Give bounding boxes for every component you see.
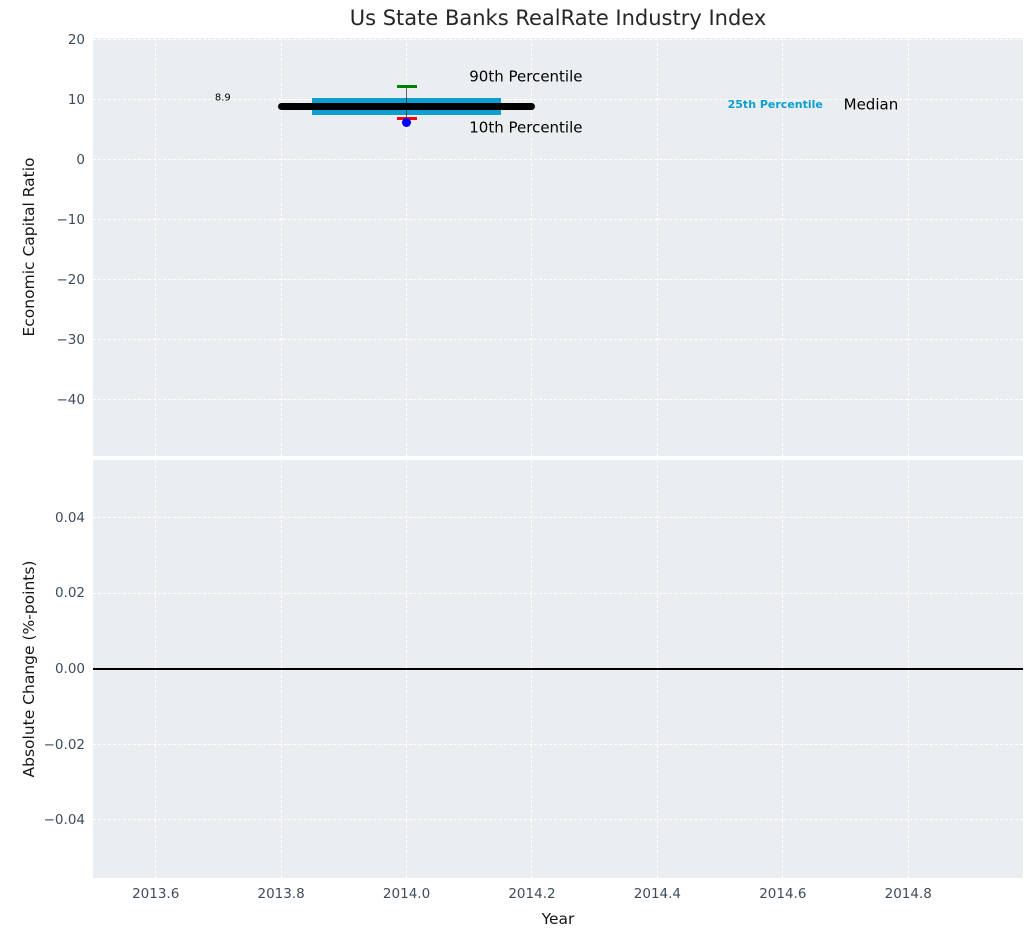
gridline-v: [155, 38, 157, 456]
company-point: [402, 118, 412, 128]
annotation-90th-percentile: 90th Percentile: [469, 67, 583, 86]
gridline-v: [280, 38, 282, 456]
gridline-h: [93, 219, 1023, 221]
ytick-label: 0.00: [54, 661, 85, 677]
gridline-h: [93, 517, 1023, 519]
gridline-h: [93, 279, 1023, 281]
xtick-label: 2014.6: [759, 886, 807, 902]
ytick-label: 0.02: [54, 585, 85, 602]
zero-line: [93, 668, 1023, 670]
ytick-label: 0: [76, 151, 85, 168]
ytick-label: −30: [56, 332, 86, 348]
annotation-10th-percentile: 10th Percentile: [469, 117, 583, 136]
chart-title: Us State Banks RealRate Industry Index: [349, 6, 767, 30]
top-y-axis-label: Economic Capital Ratio: [20, 157, 38, 337]
gridline-h: [93, 99, 1023, 101]
gridline-h: [93, 819, 1023, 821]
xtick-label: 2014.4: [633, 886, 682, 902]
gridline-v: [907, 38, 909, 456]
ytick-label: 0.04: [54, 509, 85, 526]
gridline-h: [93, 399, 1023, 401]
gridline-h: [93, 39, 1023, 41]
percentile-connector-line: [405, 86, 408, 119]
ytick-label: 10: [67, 91, 85, 108]
x-axis-label: Year: [541, 910, 575, 928]
axes-panel: [93, 38, 1023, 456]
xtick-label: 2013.8: [257, 886, 305, 902]
xtick-label: 2014.0: [382, 886, 431, 902]
gridline-h: [93, 743, 1023, 745]
gridline-v: [531, 38, 533, 456]
xtick-label: 2014.2: [508, 886, 556, 902]
annotation-median: Median: [843, 95, 899, 114]
ytick-label: −0.02: [43, 736, 85, 753]
gridline-h: [93, 339, 1023, 341]
annotation-8-9: 8.9: [214, 92, 231, 104]
gridline-v: [405, 38, 407, 456]
gridline-h: [93, 159, 1023, 161]
p90-tick: [396, 85, 417, 89]
gridline-v: [656, 38, 658, 456]
ytick-label: −40: [56, 392, 86, 408]
ytick-label: 20: [67, 31, 85, 48]
xtick-label: 2013.6: [132, 886, 180, 902]
ytick-label: −0.04: [43, 812, 85, 828]
xtick-label: 2014.8: [884, 886, 932, 902]
gridline-h: [93, 592, 1023, 594]
gridline-v: [782, 38, 784, 456]
ytick-label: −20: [56, 272, 86, 288]
annotation-25th-percentile: 25th Percentile: [727, 97, 823, 111]
ytick-label: −10: [56, 211, 86, 228]
